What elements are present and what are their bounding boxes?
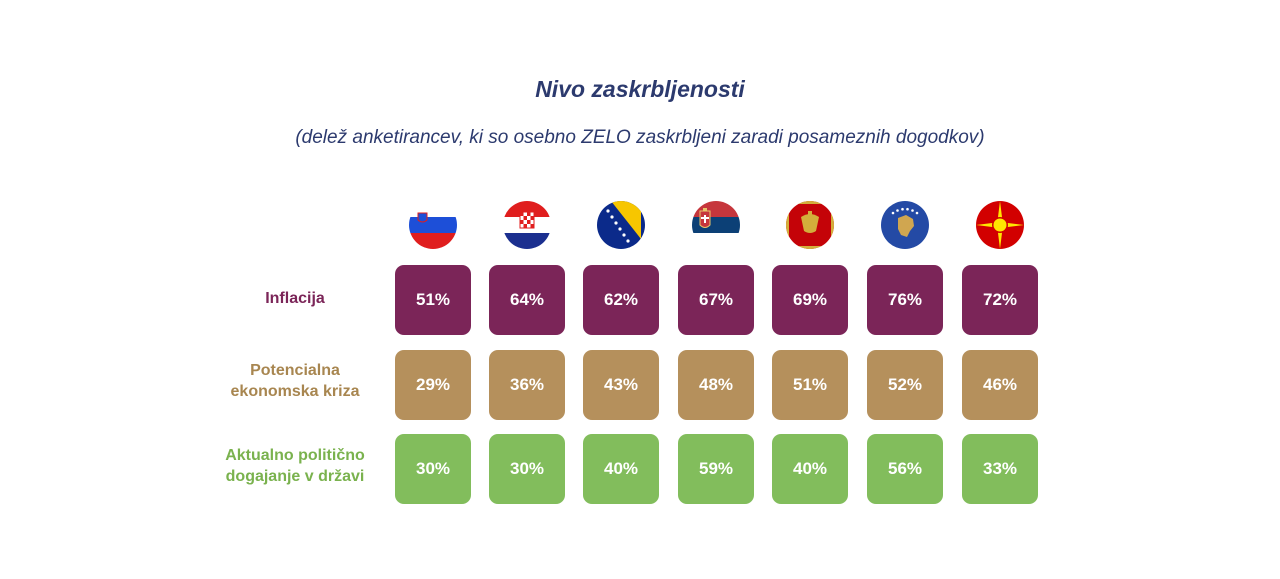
value-cell: 30% — [489, 434, 565, 504]
kosovo-flag-icon — [881, 201, 929, 249]
montenegro-flag-icon — [786, 201, 834, 249]
chart-subtitle: (delež anketirancev, ki so osebno ZELO z… — [295, 127, 985, 148]
value-cell: 51% — [772, 350, 848, 420]
north-macedonia-flag-icon — [976, 201, 1024, 249]
row-label: Potencialna ekonomska kriza — [230, 362, 360, 400]
row-label: Inflacija — [265, 289, 325, 307]
value-cell: 69% — [772, 265, 848, 335]
value-cell: 72% — [962, 265, 1038, 335]
row-label: Aktualno politično dogajanje v državi — [225, 447, 365, 485]
croatia-flag-icon — [503, 201, 551, 249]
value-cell: 36% — [489, 350, 565, 420]
chart-title: Nivo zaskrbljenosti — [535, 76, 745, 102]
value-cell: 56% — [867, 434, 943, 504]
value-cell: 76% — [867, 265, 943, 335]
value-cell: 59% — [678, 434, 754, 504]
serbia-flag-icon — [692, 201, 740, 249]
value-cell: 64% — [489, 265, 565, 335]
value-cell: 40% — [583, 434, 659, 504]
value-cell: 30% — [395, 434, 471, 504]
slovenia-flag-icon — [409, 201, 457, 249]
value-cell: 33% — [962, 434, 1038, 504]
value-cell: 51% — [395, 265, 471, 335]
value-cell: 46% — [962, 350, 1038, 420]
value-cell: 52% — [867, 350, 943, 420]
value-cell: 43% — [583, 350, 659, 420]
value-cell: 62% — [583, 265, 659, 335]
bosnia-flag-icon — [597, 201, 645, 249]
value-cell: 29% — [395, 350, 471, 420]
value-cell: 48% — [678, 350, 754, 420]
value-cell: 40% — [772, 434, 848, 504]
value-cell: 67% — [678, 265, 754, 335]
